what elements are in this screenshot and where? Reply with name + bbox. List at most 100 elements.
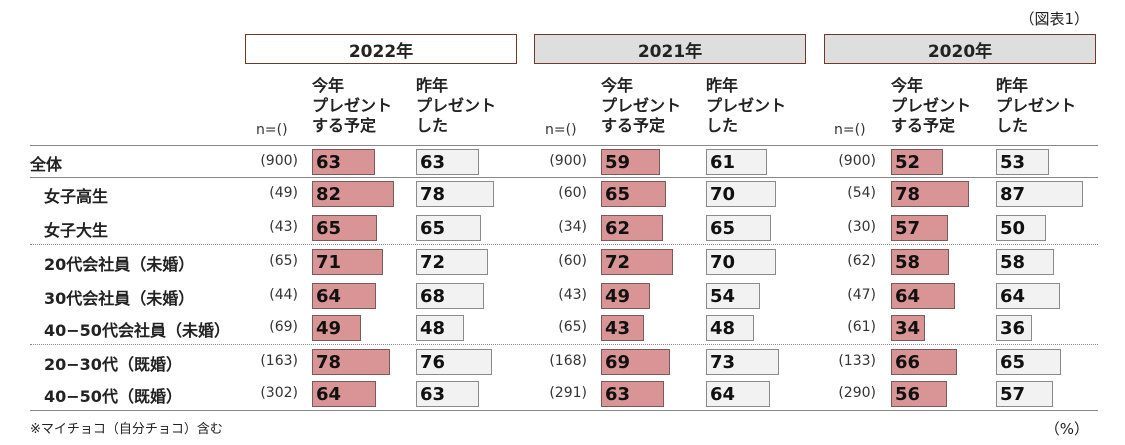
- data-label: 64: [1000, 286, 1026, 307]
- data-label: 34: [895, 318, 921, 339]
- bar-previous: 76: [416, 349, 492, 375]
- data-label: 56: [895, 384, 921, 405]
- bar-previous: 65: [996, 349, 1061, 375]
- sample-size: (168): [549, 353, 587, 369]
- bar-previous: 63: [416, 381, 479, 407]
- data-label: 43: [605, 318, 631, 339]
- footnote: ※マイチョコ（自分チョコ）含む: [30, 422, 223, 437]
- bar-current: 64: [312, 381, 376, 407]
- data-label: 50: [1000, 218, 1026, 239]
- sample-size: (302): [260, 385, 298, 401]
- sample-size: (61): [847, 319, 876, 335]
- data-label: 48: [710, 318, 736, 339]
- bar-current: 63: [312, 149, 375, 175]
- row-label: 20−30代（既婚）: [44, 355, 182, 374]
- sample-size: (65): [558, 319, 587, 335]
- data-label: 65: [710, 218, 736, 239]
- bar-current: 71: [312, 249, 383, 275]
- data-label: 58: [895, 252, 921, 273]
- bar-previous: 50: [996, 215, 1046, 241]
- bar-previous: 65: [416, 215, 481, 241]
- data-label: 62: [605, 218, 631, 239]
- data-label: 57: [1000, 384, 1026, 405]
- sample-size: (62): [847, 253, 876, 269]
- data-label: 70: [710, 184, 736, 205]
- bar-current: 66: [891, 349, 957, 375]
- bar-previous: 78: [416, 181, 494, 207]
- column-header-current: 今年 プレゼント する予定: [601, 76, 682, 135]
- n-label: n=(): [256, 122, 288, 138]
- bar-previous: 57: [996, 381, 1053, 407]
- bar-current: 64: [312, 283, 376, 309]
- sample-size: (65): [269, 253, 298, 269]
- data-label: 66: [895, 352, 921, 373]
- unit-label: （%）: [1044, 420, 1089, 438]
- data-label: 64: [710, 384, 736, 405]
- data-label: 61: [710, 152, 736, 173]
- column-header-current: 今年 プレゼント する予定: [891, 76, 972, 135]
- sample-size: (47): [847, 287, 876, 303]
- sample-size: (34): [558, 219, 587, 235]
- bar-current: 43: [601, 315, 644, 341]
- bar-current: 63: [601, 381, 664, 407]
- bar-previous: 61: [706, 149, 767, 175]
- sample-size: (43): [269, 219, 298, 235]
- data-label: 87: [1000, 184, 1026, 205]
- bar-current: 82: [312, 181, 394, 207]
- data-label: 49: [316, 318, 342, 339]
- data-label: 59: [605, 152, 631, 173]
- sample-size: (900): [549, 153, 587, 169]
- data-label: 63: [420, 152, 446, 173]
- data-label: 73: [710, 352, 736, 373]
- data-label: 64: [316, 286, 342, 307]
- bar-current: 58: [891, 249, 949, 275]
- sample-size: (43): [558, 287, 587, 303]
- year-header-2: 2020年: [824, 34, 1096, 64]
- year-header-0: 2022年: [245, 34, 517, 64]
- bar-previous: 53: [996, 149, 1049, 175]
- sample-size: (900): [260, 153, 298, 169]
- data-label: 52: [895, 152, 921, 173]
- column-header-previous: 昨年 プレゼント した: [706, 76, 787, 135]
- bar-previous: 73: [706, 349, 779, 375]
- bar-current: 59: [601, 149, 660, 175]
- data-label: 58: [1000, 252, 1026, 273]
- sample-size: (54): [847, 185, 876, 201]
- bar-previous: 70: [706, 181, 776, 207]
- data-label: 78: [420, 184, 446, 205]
- row-label: 30代会社員（未婚）: [44, 289, 195, 308]
- year-header-1: 2021年: [534, 34, 806, 64]
- data-label: 63: [420, 384, 446, 405]
- data-label: 78: [895, 184, 921, 205]
- bar-previous: 72: [416, 249, 488, 275]
- bar-previous: 48: [416, 315, 464, 341]
- bar-current: 56: [891, 381, 947, 407]
- data-label: 64: [895, 286, 921, 307]
- bar-current: 57: [891, 215, 948, 241]
- bar-current: 34: [891, 315, 925, 341]
- bar-current: 65: [312, 215, 377, 241]
- n-label: n=(): [545, 122, 577, 138]
- data-label: 82: [316, 184, 342, 205]
- bar-current: 72: [601, 249, 673, 275]
- bar-current: 78: [891, 181, 969, 207]
- bar-previous: 54: [706, 283, 760, 309]
- sample-size: (44): [269, 287, 298, 303]
- bar-previous: 70: [706, 249, 776, 275]
- bar-previous: 64: [706, 381, 770, 407]
- n-label: n=(): [834, 122, 866, 138]
- data-label: 64: [316, 384, 342, 405]
- bar-current: 78: [312, 349, 390, 375]
- bar-current: 62: [601, 215, 663, 241]
- data-label: 36: [1000, 318, 1026, 339]
- data-label: 54: [710, 286, 736, 307]
- data-label: 70: [710, 252, 736, 273]
- data-label: 53: [1000, 152, 1026, 173]
- bar-previous: 68: [416, 283, 484, 309]
- sample-size: (60): [558, 253, 587, 269]
- bar-previous: 36: [996, 315, 1032, 341]
- bar-current: 52: [891, 149, 943, 175]
- data-label: 78: [316, 352, 342, 373]
- sample-size: (133): [838, 353, 876, 369]
- row-label: 女子高生: [44, 187, 109, 206]
